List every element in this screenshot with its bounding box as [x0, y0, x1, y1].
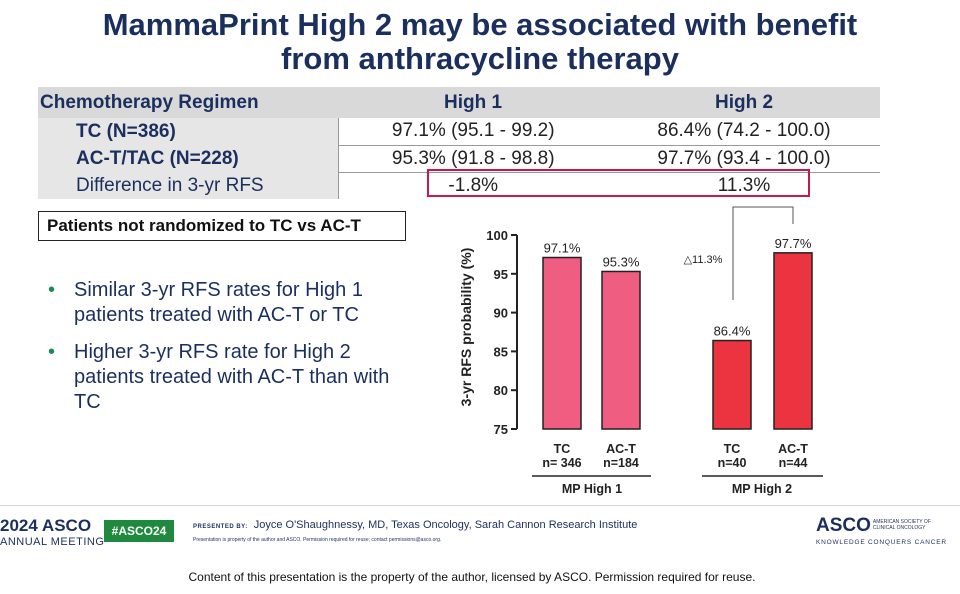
society-name: AMERICAN SOCIETY OF CLINICAL ONCOLOGY: [872, 519, 931, 531]
list-item: • Similar 3-yr RFS rates for High 1 patie…: [48, 278, 418, 328]
bar: [601, 270, 641, 430]
difference-bracket: △11.3%: [684, 206, 794, 300]
y-tick-label: 85: [494, 344, 508, 359]
presenter-line: PRESENTED BY: Joyce O'Shaughnessy, MD, Te…: [193, 519, 637, 531]
bar-value-label: 97.7%: [775, 236, 812, 251]
group-label: MP High 1: [562, 482, 622, 496]
bar: [542, 256, 582, 430]
bullet-dot-icon: •: [48, 279, 56, 301]
x-category-label: TC: [724, 442, 741, 456]
y-tick-label: 95: [494, 267, 508, 282]
presenter-name: Joyce O'Shaughnessy, MD, Texas Oncology,…: [253, 519, 638, 531]
table-row: AC-T/TAC (N=228) 95.3% (91.8 - 98.8) 97.…: [38, 145, 880, 173]
x-n-label: n= 346: [542, 456, 581, 470]
y-tick-label: 100: [486, 228, 508, 243]
table-row: Difference in 3-yr RFS -1.8% 11.3%: [38, 172, 880, 199]
cell-act-high1: 95.3% (91.8 - 98.8): [337, 145, 608, 173]
row-label-tc: TC (N=386): [38, 118, 338, 145]
asco-tagline: KNOWLEDGE CONQUERS CANCER: [816, 539, 947, 546]
rfs-bar-chart: 3-yr RFS probability (%) 75 80 85 90 95 100 9…: [458, 206, 823, 496]
slide-title: MammaPrint High 2 may be associated with…: [0, 8, 960, 76]
y-tick-label: 90: [494, 306, 508, 321]
footer-divider: [0, 505, 960, 506]
title-line-1: MammaPrint High 2 may be associated with…: [102, 7, 858, 42]
y-tick-label: 80: [494, 383, 508, 398]
small-notice: Presentation is property of the author a…: [193, 537, 442, 543]
cell-diff-high1: -1.8%: [337, 172, 608, 199]
table-row: TC (N=386) 97.1% (95.1 - 99.2) 86.4% (74…: [38, 118, 880, 146]
y-tick-label: 75: [494, 422, 508, 437]
bar-value-label: 95.3%: [603, 254, 640, 269]
header-high1: High 1: [338, 87, 608, 118]
x-category-label: AC-T: [778, 442, 808, 456]
presented-by-label: PRESENTED BY:: [193, 524, 248, 530]
group-label: MP High 2: [732, 482, 792, 496]
bar-value-label: 97.1%: [544, 241, 581, 256]
x-category-label: TC: [554, 442, 571, 456]
bullet-text: Similar 3-yr RFS rates for High 1 patien…: [74, 279, 363, 326]
cell-act-high2: 97.7% (93.4 - 100.0): [608, 145, 880, 173]
difference-annotation: △11.3%: [684, 254, 723, 266]
meeting-year: 2024: [0, 516, 38, 535]
list-item: • Higher 3-yr RFS rate for High 2 patient…: [48, 340, 418, 415]
bullet-list: • Similar 3-yr RFS rates for High 1 patie…: [48, 278, 418, 427]
table-header-row: Chemotherapy Regimen High 1 High 2: [38, 87, 880, 118]
asco-meeting-logo: 2024 ASCO ANNUAL MEETING: [0, 516, 105, 548]
x-n-label: n=184: [603, 456, 639, 470]
regimen-table: Chemotherapy Regimen High 1 High 2 TC (N…: [38, 87, 880, 199]
header-regimen: Chemotherapy Regimen: [38, 87, 338, 118]
row-label-difference: Difference in 3-yr RFS: [38, 172, 338, 199]
bracket-line: [732, 206, 794, 300]
bullet-text: Higher 3-yr RFS rate for High 2 patients…: [74, 341, 390, 413]
bars: 97.1% 95.3% 86.4% 97.7%: [542, 236, 813, 430]
asco-society-logo: ASCO AMERICAN SOCIETY OF CLINICAL ONCOLOG…: [816, 515, 956, 546]
row-label-act: AC-T/TAC (N=228): [38, 145, 338, 172]
meeting-asco: ASCO: [41, 516, 92, 535]
cell-tc-high1: 97.1% (95.1 - 99.2): [337, 118, 608, 146]
difference-highlight-box: [427, 169, 810, 197]
x-category-label: AC-T: [606, 442, 636, 456]
y-axis: 75 80 85 90 95 100: [486, 228, 518, 437]
header-high2: High 2: [608, 87, 880, 118]
x-n-label: n=40: [718, 456, 747, 470]
x-n-label: n=44: [779, 456, 808, 470]
randomization-note: Patients not randomized to TC vs AC-T: [38, 211, 406, 241]
asco-logo-text: ASCO: [816, 515, 871, 536]
cell-diff-high2: 11.3%: [717, 174, 771, 196]
copyright-notice: Content of this presentation is the prop…: [188, 570, 756, 584]
meeting-name: ANNUAL MEETING: [0, 536, 105, 548]
title-line-2: from anthracycline therapy: [281, 41, 679, 76]
hashtag-badge: #ASCO24: [104, 520, 174, 542]
y-axis-label: 3-yr RFS probability (%): [458, 248, 474, 407]
bullet-dot-icon: •: [48, 341, 56, 363]
bar: [773, 252, 813, 430]
cell-tc-high2: 86.4% (74.2 - 100.0): [608, 118, 880, 146]
bar: [712, 339, 752, 430]
bar-value-label: 86.4%: [714, 324, 751, 339]
